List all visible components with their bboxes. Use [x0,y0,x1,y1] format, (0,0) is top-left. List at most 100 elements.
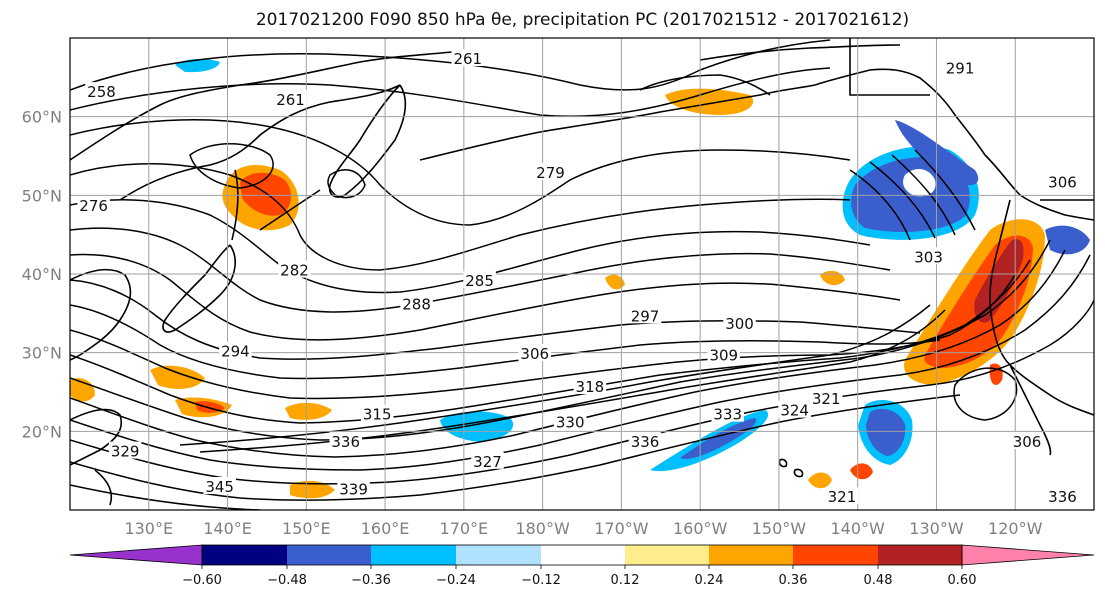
colorbar-tick-label: −0.60 [182,573,222,588]
contour-label: 336 [631,433,660,451]
contour-label: 294 [221,343,250,361]
latitude-label: 20°N [22,422,62,441]
contour-label-bg [912,247,945,265]
longitude-label: 120°W [988,519,1043,538]
contour-label-bg [471,451,504,469]
colorbar-segment [287,545,372,565]
colorbar-tick-label: −0.24 [436,573,476,588]
longitude-label: 170°E [440,519,489,538]
colorbar-extend-right [961,544,1095,566]
contour-label: 306 [520,345,549,363]
precip-blob-subtropical-east-core [866,408,906,456]
contour-label-bg [77,196,110,214]
longitude-labels: 130°E 140°E 150°E 160°E 170°E 180°W 170°W 160°W… [124,519,1042,538]
contour-label-bg [711,404,744,422]
contour-label: 303 [914,248,943,266]
precip-blob-bering [665,88,754,115]
colorbar-segment [202,545,288,565]
contour-label-bg [1010,432,1044,450]
latitude-label: 40°N [22,265,62,284]
contour-label: 318 [576,378,605,396]
precip-blob-central-band-core [680,418,757,459]
gridlines [70,38,1094,510]
contour-label: 309 [709,347,738,365]
contour-label: 288 [402,295,431,313]
colorbar-tick-label: −0.48 [267,573,307,588]
longitude-label: 180°W [515,519,570,538]
contour-label: 321 [812,390,841,408]
colorbar-tick-label: −0.12 [521,573,561,588]
precip-blob-baja [989,363,1003,385]
colorbar-tick-label: 0.36 [779,573,808,588]
contour-label-bg [628,306,662,324]
contour-label: 329 [111,443,140,461]
contour-label-bg [360,404,394,422]
contour-label: 315 [363,406,392,424]
contour-label-bg [108,441,142,459]
contour-label-bg [778,400,811,418]
contour-label-bg [400,294,433,312]
colorbar-tick-label: 0.24 [695,573,724,588]
contour-label: 336 [1048,488,1077,506]
contour-label: 339 [339,480,368,498]
precip-blob-midpac [820,270,845,286]
precip-blob-southwest-coast [290,480,335,499]
map-frame [69,37,1095,511]
contour-label: 282 [280,262,309,280]
contour-label: 336 [331,433,360,451]
latitude-label: 30°N [22,344,62,363]
precip-blob-west-coast-core [974,239,1024,323]
latitude-labels: 60°N 50°N 40°N 30°N 20°N [22,108,62,442]
colorbar-segment [541,545,626,565]
contour-label: 261 [453,50,482,68]
contour-label-bg [278,260,311,278]
longitude-label: 160°E [361,519,410,538]
map-area [70,38,1094,510]
contour-label-bg [825,487,859,505]
precip-blob-gulf-alaska-mid [851,157,970,232]
precip-blob-okhotsk-inner [240,172,292,216]
contour-label-bg [553,412,587,430]
contour-label: 258 [87,83,116,101]
contour-label-bg [723,314,756,332]
contour-label-bg [203,476,236,494]
colorbar-segment [625,545,710,565]
colorbar-segment [456,545,542,565]
longitude-label: 160°W [673,519,728,538]
contour-label-bg [628,432,662,450]
longitude-label: 140°E [203,519,252,538]
contour-label-bg [274,89,307,107]
contour-label-bg [573,377,607,395]
longitude-label: 150°E [282,519,331,538]
contour-label: 261 [276,91,305,109]
contour-label: 306 [1013,433,1042,451]
colorbar-extend-left [69,544,203,566]
longitude-label: 130°W [909,519,964,538]
contour-label: 300 [725,315,754,333]
precip-blob-japan-south [150,365,205,390]
colorbar-segment [709,545,794,565]
contour-label-bg [809,388,843,406]
longitude-label: 140°W [831,519,886,538]
precip-blob-kamchatka-north [175,58,220,73]
longitude-label: 170°W [594,519,649,538]
contour-label-bg [534,163,567,181]
colorbar-segment [793,545,879,565]
contour-label-bg [451,49,485,67]
contour-label: 333 [713,406,742,424]
precip-blob-central-pac [605,274,625,290]
colorbar-labels: −0.60 −0.48 −0.36 −0.24 −0.12 0.12 0.24 0.36 0.4… [182,565,976,588]
colorbar-tick-label: −0.36 [351,573,391,588]
longitude-label: 130°E [124,519,173,538]
contour-label: 297 [631,307,660,325]
contour-label-bg [463,270,496,288]
contour-label: 327 [473,453,502,471]
colorbar-outline [201,544,963,566]
contour-label: 345 [205,478,234,496]
colorbar-tick-label: 0.48 [864,573,893,588]
latitude-label: 50°N [22,186,62,205]
contour-label-bg [85,82,118,100]
contour-label-bg [219,341,252,359]
contour-label-bg [943,58,977,76]
